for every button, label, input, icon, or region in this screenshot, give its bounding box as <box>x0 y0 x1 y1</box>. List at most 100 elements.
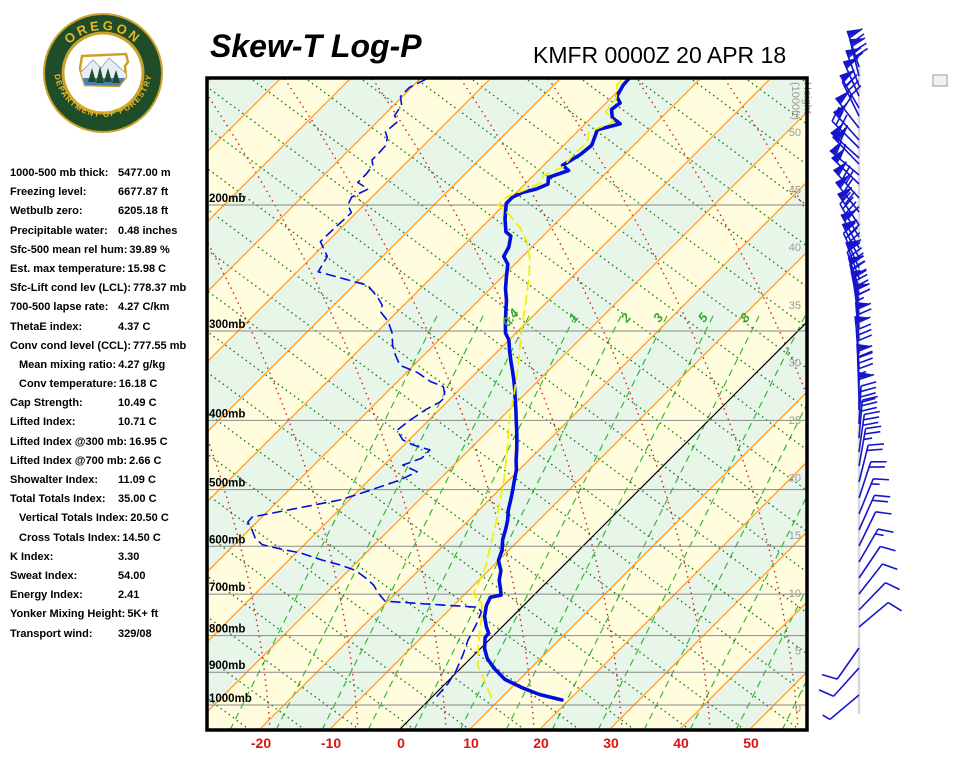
isotherm-line <box>207 78 422 293</box>
plot-border <box>205 76 809 732</box>
index-row: Cap Strength: 10.49 C <box>10 397 210 416</box>
zero-isotherm-line <box>398 321 807 730</box>
index-label: Lifted Index @700 mb: <box>10 454 128 467</box>
mixing-ratio-line <box>597 311 807 730</box>
pressure-label: 300mb <box>209 319 245 331</box>
height-tick-label: 50 <box>789 127 801 139</box>
moist-adiabat-line <box>207 93 447 730</box>
index-value: 16.18 C <box>118 378 158 391</box>
wind-barb <box>846 27 865 68</box>
index-row: Vertical Totals Index: 20.50 C <box>10 512 210 531</box>
wind-barb-column <box>818 27 903 721</box>
index-value: 5477.00 m <box>118 167 171 179</box>
mixing-ratio-line <box>735 586 807 730</box>
isotherm-line <box>608 531 807 730</box>
height-tick-label: 40 <box>789 242 801 254</box>
temp-axis-label: -20 <box>251 735 271 751</box>
index-value: 5K+ ft <box>127 608 159 621</box>
isotherm-line <box>819 78 960 730</box>
index-label: Showalter Index: <box>10 474 99 486</box>
temp-axis-label: 10 <box>463 735 479 751</box>
chart-labels: 200mb 300mb 400mb 500mb 600mb 700mb 800mb 900mb… <box>209 82 813 751</box>
height-tick-label: 10 <box>789 588 801 600</box>
index-label: Sfc-500 mean rel hum: <box>10 243 128 256</box>
logo-state-emblem <box>78 52 130 88</box>
wind-barb <box>858 443 885 483</box>
index-label: Precipitable water: <box>10 224 108 237</box>
index-label: Cross Totals Index: <box>19 531 121 544</box>
temp-axis-label: 50 <box>743 735 759 751</box>
index-row: Transport wind: 329/08 <box>10 628 210 647</box>
wind-barb <box>818 667 860 697</box>
index-row: Sfc-Lift cond lev (LCL): 778.37 mb <box>10 282 210 301</box>
index-value: 0.48 inches <box>118 224 178 237</box>
index-label: Conv temperature: <box>19 378 117 391</box>
index-value: 6205.18 ft <box>118 205 169 218</box>
index-label: 700-500 lapse rate: <box>10 301 109 314</box>
index-label: Wetbulb zero: <box>10 205 83 218</box>
wind-barb <box>849 37 869 77</box>
temp-axis-label: -10 <box>321 735 341 751</box>
wind-barb <box>858 511 892 547</box>
dewpoint-profile <box>247 78 483 698</box>
temp-band <box>207 78 211 82</box>
height-tick-label: 15 <box>789 530 801 542</box>
index-row: Est. max temperature: 15.98 C <box>10 263 210 282</box>
index-row: Showalter Index: 11.09 C <box>10 474 210 493</box>
wind-barb <box>858 528 894 563</box>
temp-axis-label: 30 <box>603 735 619 751</box>
index-row: Wetbulb zero: 6205.18 ft <box>10 205 210 224</box>
wind-barb <box>858 601 903 628</box>
pressure-label: 700mb <box>209 582 245 594</box>
isotherm-line <box>207 78 212 83</box>
index-row: Conv temperature: 16.18 C <box>10 378 210 397</box>
index-row: ThetaE index: 4.37 C <box>10 321 210 340</box>
moist-adiabat-line <box>547 78 799 730</box>
index-label: Vertical Totals Index: <box>19 512 129 525</box>
index-row: Energy Index: 2.41 <box>10 589 210 608</box>
page-title: Skew-T Log-P <box>210 28 422 64</box>
mixing-ratio-line <box>367 311 578 730</box>
moist-adiabat-line <box>459 78 711 730</box>
dry-adiabat-line <box>799 78 807 85</box>
mixing-ratio-line <box>275 311 486 730</box>
index-label: Yonker Mixing Height: <box>10 608 126 621</box>
height-tick-label: 0 <box>795 703 801 715</box>
isotherm-line <box>207 78 632 503</box>
index-value: 329/08 <box>118 627 152 640</box>
index-value: 4.27 g/kg <box>118 358 166 371</box>
temp-band <box>207 78 807 712</box>
index-value: 3.30 <box>118 550 140 563</box>
isotherm-line <box>538 461 807 730</box>
pressure-label: 1000mb <box>209 693 252 705</box>
index-value: 6677.87 ft <box>118 186 169 199</box>
mixing-ratio-line <box>321 311 532 730</box>
wind-barb <box>821 647 860 680</box>
index-row: 700-500 lapse rate: 4.27 C/km <box>10 301 210 320</box>
temperature-profile <box>482 78 632 702</box>
wind-barb <box>831 106 860 149</box>
indices-panel: 1000-500 mb thick: 5477.00 m Freezing leve… <box>10 167 210 647</box>
wind-barb <box>858 425 882 467</box>
moist-adiabat-line <box>283 78 535 730</box>
wind-barb <box>832 127 860 165</box>
index-value: 4.37 C <box>118 320 151 333</box>
index-row: Sweat Index: 54.00 <box>10 570 210 589</box>
index-value: 2.41 <box>118 589 140 602</box>
index-row: 1000-500 mb thick: 5477.00 m <box>10 167 210 186</box>
corner-marker-box <box>932 74 948 87</box>
height-tick-label: 5 <box>795 645 801 657</box>
wind-barb <box>858 545 896 579</box>
isotherm-line <box>207 78 562 433</box>
pressure-label: 600mb <box>209 534 245 546</box>
temp-band <box>207 112 807 730</box>
mixing-ratio-line <box>689 494 807 730</box>
wet_bulb-profile <box>472 78 625 698</box>
index-row: Sfc-500 mean rel hum: 39.89 % <box>10 244 210 263</box>
index-row: Cross Totals Index: 14.50 C <box>10 532 210 551</box>
index-row: Freezing level: 6677.87 ft <box>10 186 210 205</box>
wind-barb <box>832 161 860 199</box>
station-datetime: KMFR 0000Z 20 APR 18 <box>533 42 787 68</box>
pressure-label: 900mb <box>209 660 245 672</box>
